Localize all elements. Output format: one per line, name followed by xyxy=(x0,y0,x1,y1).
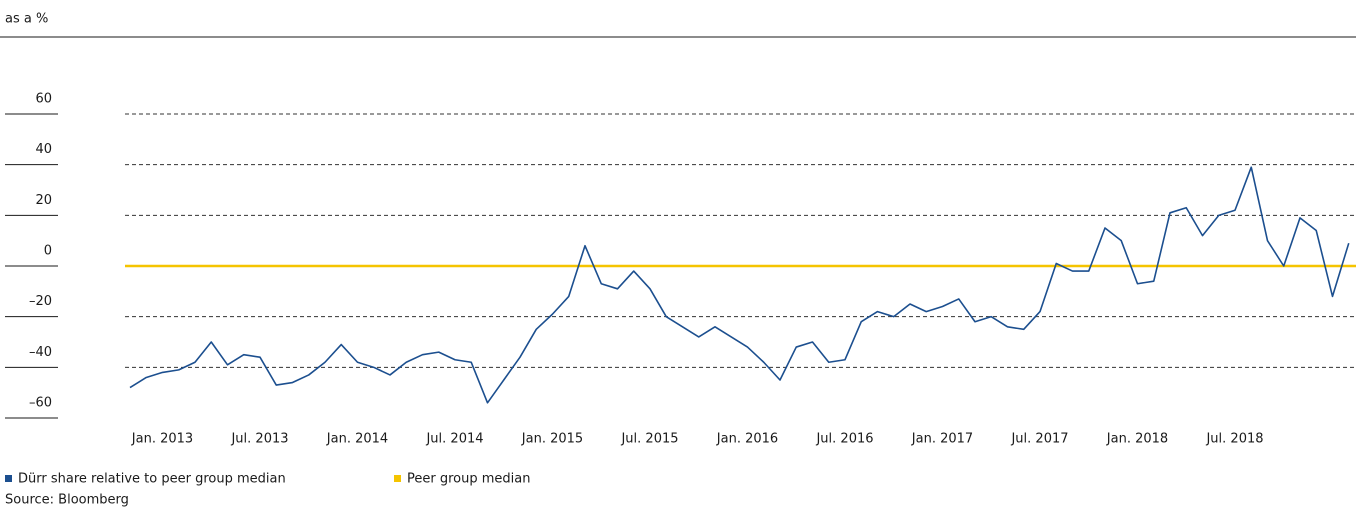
x-tick-label: Jan. 2015 xyxy=(521,432,583,447)
x-tick-label: Jan. 2014 xyxy=(326,432,388,447)
x-tick-label: Jan. 2016 xyxy=(716,432,778,447)
y-tick-label: 60 xyxy=(35,92,52,107)
source: Source: Bloomberg xyxy=(5,493,129,508)
x-tick-label: Jul. 2016 xyxy=(815,432,873,447)
legend-label: Dürr share relative to peer group median xyxy=(18,472,286,487)
x-tick-label: Jan. 2017 xyxy=(911,432,973,447)
y-tick-label: –40 xyxy=(29,345,52,360)
x-tick-label: Jan. 2013 xyxy=(131,432,193,447)
data-line xyxy=(129,166,1350,404)
legend-swatch xyxy=(5,475,12,482)
y-tick-label: 20 xyxy=(35,193,52,208)
y-tick-label: –20 xyxy=(29,294,52,309)
x-tick-label: Jul. 2013 xyxy=(230,432,288,447)
legend-label: Peer group median xyxy=(407,472,530,487)
y-tick-label: 40 xyxy=(35,142,52,157)
x-tick-label: Jul. 2018 xyxy=(1205,432,1263,447)
y-tick-label: –60 xyxy=(29,396,52,411)
x-tick-label: Jul. 2014 xyxy=(425,432,483,447)
x-tick-label: Jan. 2018 xyxy=(1106,432,1168,447)
axis-label: as a % xyxy=(5,12,48,27)
x-tick-label: Jul. 2017 xyxy=(1010,432,1068,447)
legend-swatch xyxy=(394,475,401,482)
y-tick-label: 0 xyxy=(44,244,52,259)
x-tick-label: Jul. 2015 xyxy=(620,432,678,447)
